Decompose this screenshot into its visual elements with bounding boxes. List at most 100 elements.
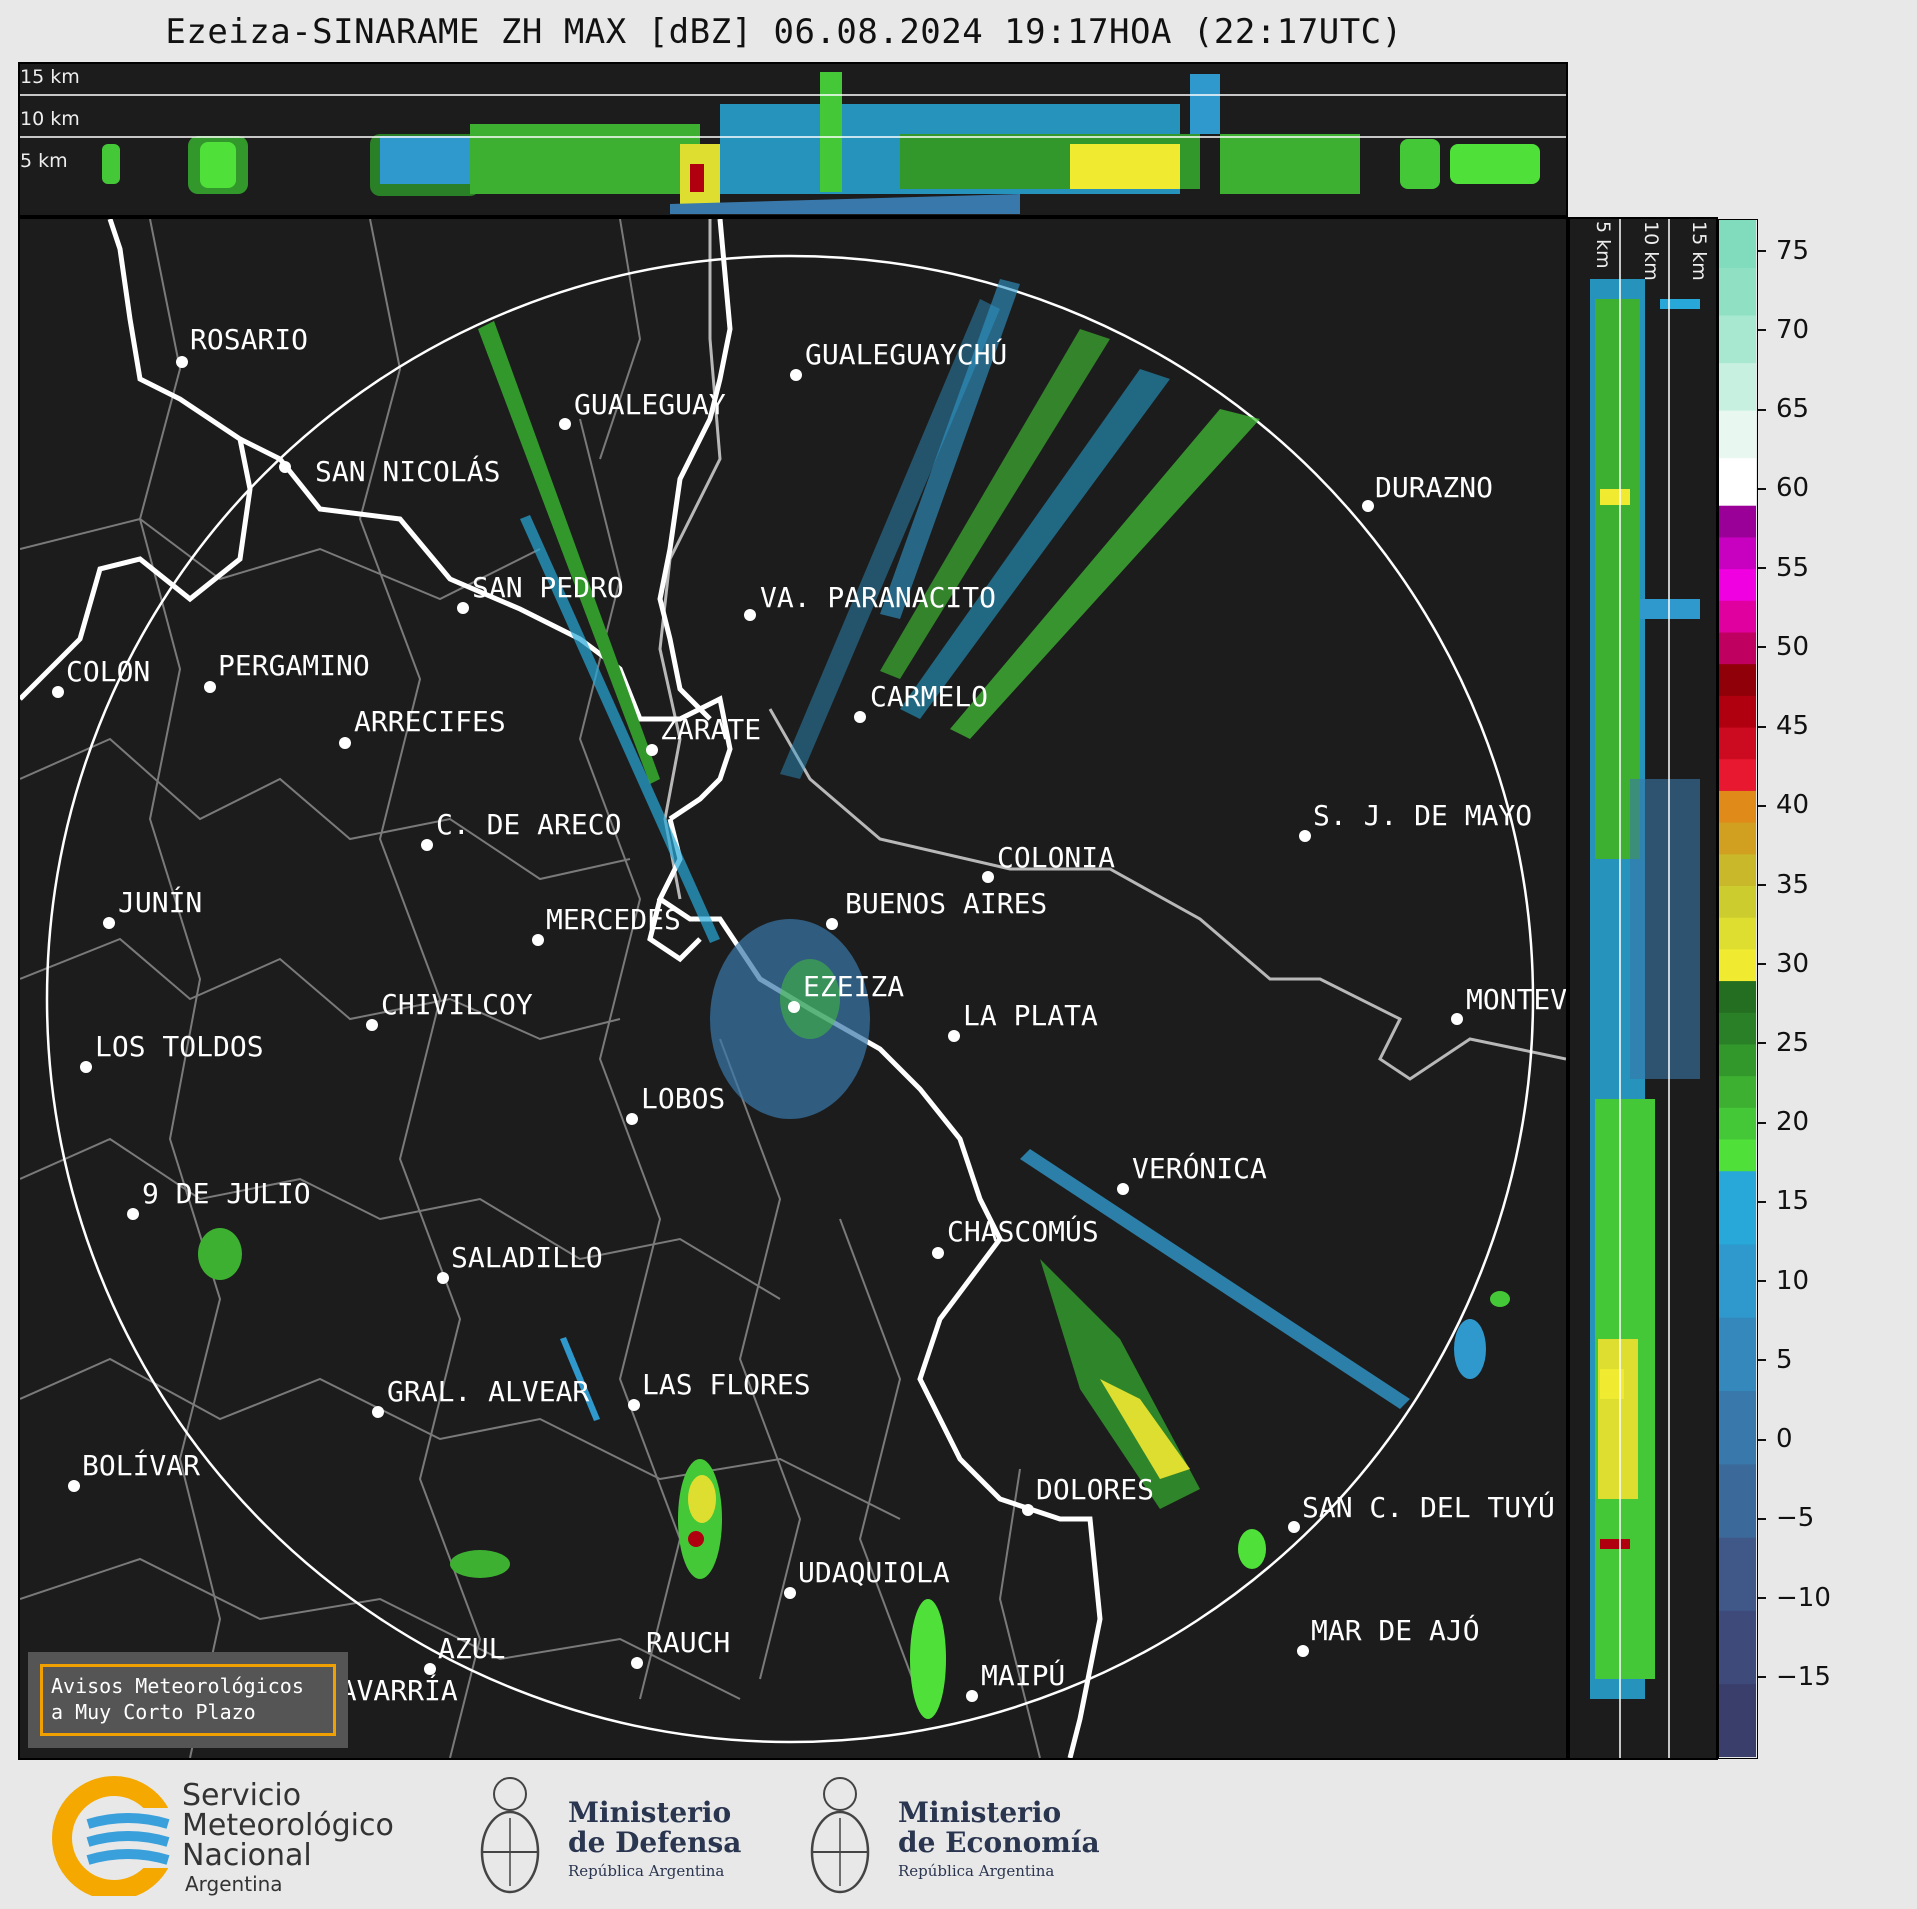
coat-of-arms-icon xyxy=(810,1777,870,1894)
city-label-maipu: MAIPÚ xyxy=(981,1658,1065,1692)
coat-of-arms-icon xyxy=(480,1777,540,1894)
colorbar-band-2-4 xyxy=(1719,822,1756,855)
city-label-arrecifes: ARRECIFES xyxy=(354,705,506,738)
alert-box[interactable]: Avisos Meteorológicos a Muy Corto Plazo xyxy=(28,1652,348,1748)
colorbar-band-0-5 xyxy=(1719,1317,1756,1392)
colorbar-tick-label: 40 xyxy=(1758,790,1809,820)
colorbar-band-5-0 xyxy=(1719,457,1756,506)
city-label-san-c-del-tuyu: SAN C. DEL TUYÚ xyxy=(1302,1490,1555,1524)
city-label-pergamino: PERGAMINO xyxy=(218,649,370,682)
city-label-va-paranacito: VA. PARANACITO xyxy=(760,581,996,614)
colorbar-band-3-3 xyxy=(1719,663,1756,696)
colorbar-tick-label: 65 xyxy=(1758,394,1809,424)
city-label-durazno: DURAZNO xyxy=(1375,471,1493,504)
city-label-junin: JUNÍN xyxy=(118,885,202,919)
city-label-gualeguay: GUALEGUAY xyxy=(574,388,726,421)
city-label-gral-alvear: GRAL. ALVEAR xyxy=(387,1375,589,1408)
city-label-buenos-aires: BUENOS AIRES xyxy=(845,887,1047,920)
colorbar-tick-label: 70 xyxy=(1758,315,1809,345)
city-label-s-j-de-mayo: S. J. DE MAYO xyxy=(1313,799,1532,832)
colorbar-tick-label: 10 xyxy=(1758,1266,1809,1296)
colorbar-band-4-2 xyxy=(1719,568,1756,601)
city-label-montevideo: MONTEVIDEO xyxy=(1466,983,1566,1016)
height-label-15km: 15 km xyxy=(1688,221,1710,281)
defensa-line-1: Ministerio xyxy=(568,1796,732,1829)
colorbar-tick-label: 75 xyxy=(1758,236,1809,266)
city-label-c-de-areco: C. DE ARECO xyxy=(436,808,621,841)
colorbar-band-1-3 xyxy=(1719,1043,1756,1077)
colorbar-tick-label: 20 xyxy=(1758,1107,1809,1137)
height-label-10km: 10 km xyxy=(20,108,80,130)
colorbar-band-5-3 xyxy=(1719,315,1756,364)
economia-line-2: de Economía xyxy=(898,1826,1100,1859)
chart-title: Ezeiza-SINARAME ZH MAX [dBZ] 06.08.2024 … xyxy=(165,12,1403,52)
range-ring xyxy=(45,254,1535,1744)
colorbar-band-5-5 xyxy=(1719,220,1756,269)
city-label-chascomus: CHASCOMÚS xyxy=(947,1214,1099,1248)
colorbar-band-3-2 xyxy=(1719,695,1756,728)
colorbar-tick-label: −5 xyxy=(1758,1503,1814,1533)
colorbar-band-1-1 xyxy=(1719,1107,1756,1140)
colorbar-band-4-1 xyxy=(1719,600,1756,633)
city-label-san-nicolas: SAN NICOLÁS xyxy=(315,454,500,488)
city-label-veronica: VERÓNICA xyxy=(1132,1151,1267,1185)
smn-line-4: Argentina xyxy=(185,1872,283,1896)
city-label-carmelo: CARMELO xyxy=(870,680,988,713)
colorbar-band-0-7 xyxy=(1719,1170,1756,1245)
alert-line-1: Avisos Meteorológicos xyxy=(51,1674,304,1698)
smn-line-3: Nacional xyxy=(182,1838,312,1873)
colorbar-band-1-4 xyxy=(1719,1012,1756,1045)
city-label-mercedes: MERCEDES xyxy=(546,903,681,936)
city-label-las-flores: LAS FLORES xyxy=(642,1368,811,1401)
city-label-san-pedro: SAN PEDRO xyxy=(472,571,624,604)
colorbar-band-2-1 xyxy=(1719,917,1756,950)
top-cross-section: 15 km 10 km 5 km xyxy=(18,62,1568,217)
colorbar-band-0-2 xyxy=(1719,1537,1756,1611)
city-label-bolivar: BOLÍVAR xyxy=(82,1448,200,1482)
colorbar-tick-label: 35 xyxy=(1758,870,1809,900)
colorbar-tick-label: −10 xyxy=(1758,1583,1831,1613)
smn-line-1: Servicio xyxy=(182,1778,302,1813)
colorbar-band-2-2 xyxy=(1719,885,1756,918)
colorbar-band-3-0 xyxy=(1719,758,1756,791)
city-label-dolores: DOLORES xyxy=(1036,1473,1154,1506)
colorbar-band-2-0 xyxy=(1719,948,1756,982)
city-label-colonia: COLONIA xyxy=(997,841,1115,874)
city-label-chivilcoy: CHIVILCOY xyxy=(381,988,533,1021)
city-label-rauch: RAUCH xyxy=(646,1626,730,1659)
city-label-gualeguaychu: GUALEGUAYCHÚ xyxy=(805,337,1007,371)
footer: Servicio Meteorológico Nacional Argentin… xyxy=(0,1762,1200,1909)
colorbar-band-5-1 xyxy=(1719,410,1756,459)
city-label-la-plata: LA PLATA xyxy=(963,999,1098,1032)
colorbar-band-0-1 xyxy=(1719,1610,1756,1685)
radar-map: ROSARIO GUALEGUAYCHÚ GUALEGUAY SAN NICOL… xyxy=(18,217,1635,1760)
smn-line-2: Meteorológico xyxy=(182,1808,394,1843)
colorbar-band-0-4 xyxy=(1719,1390,1756,1465)
city-label-mar-de-ajo: MAR DE AJÓ xyxy=(1311,1613,1480,1647)
city-label-9-de-julio: 9 DE JULIO xyxy=(142,1177,311,1210)
city-label-lobos: LOBOS xyxy=(641,1082,725,1115)
colorbar-band-1-0 xyxy=(1719,1139,1756,1172)
city-label-zarate: ZÁRATE xyxy=(660,712,761,746)
colorbar-band-0-3 xyxy=(1719,1463,1756,1538)
colorbar-tick-label: 0 xyxy=(1758,1424,1793,1454)
colorbar-band-5-2 xyxy=(1719,362,1756,411)
city-label-colon: COLON xyxy=(66,655,150,688)
radar-echoes xyxy=(198,279,1510,1719)
defensa-line-2: de Defensa xyxy=(568,1826,742,1859)
city-label-udaquiola: UDAQUIOLA xyxy=(798,1556,950,1589)
city-markers xyxy=(52,356,1463,1717)
department-boundaries xyxy=(19,218,1041,1759)
colorbar-tick-label: 15 xyxy=(1758,1186,1809,1216)
height-label-5km: 5 km xyxy=(20,150,68,172)
colorbar-band-4-3 xyxy=(1719,536,1756,570)
colorbar-band-3-1 xyxy=(1719,727,1756,760)
colorbar-band-5-4 xyxy=(1719,267,1756,316)
height-label-15km: 15 km xyxy=(20,66,80,88)
colorbar-band-2-5 xyxy=(1719,790,1756,823)
height-label-10km: 10 km xyxy=(1640,221,1662,281)
colorbar-tick-label: −15 xyxy=(1758,1662,1831,1692)
economia-line-3: República Argentina xyxy=(898,1862,1055,1880)
colorbar-band-1-2 xyxy=(1719,1075,1756,1108)
colorbar-tick-label: 55 xyxy=(1758,553,1809,583)
